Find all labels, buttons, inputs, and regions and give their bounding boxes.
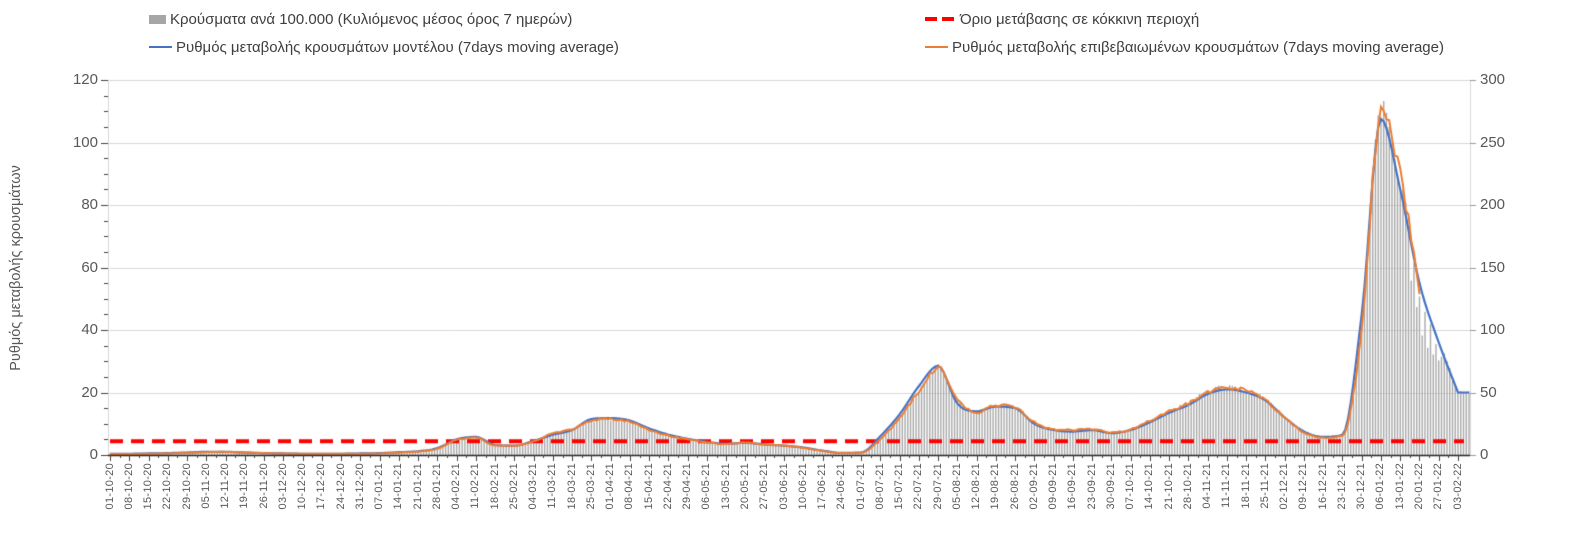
x-axis-tick-label: 06-01-22 [1374,463,1387,510]
right-axis-tick-label: 50 [1480,383,1497,401]
left-axis-tick-label: 0 [89,446,98,464]
x-axis-tick-label: 28-10-21 [1181,463,1194,510]
left-axis-tick-label: 20 [81,383,98,401]
x-axis-tick-label: 29-07-21 [931,463,944,510]
x-axis-tick-label: 03-02-22 [1451,463,1464,510]
left-axis-tick-label: 120 [72,71,98,89]
x-axis-tick-label: 18-03-21 [565,463,578,510]
x-axis-tick-label: 01-10-20 [103,463,116,510]
x-axis-tick-label: 25-02-21 [507,463,520,510]
x-axis-tick-label: 12-11-20 [219,463,232,509]
x-axis-tick-label: 14-10-21 [1143,463,1156,510]
x-axis-tick-label: 15-10-20 [142,463,154,510]
x-axis-tick-label: 09-09-21 [1047,463,1060,510]
x-axis-tick-label: 15-07-21 [893,463,906,510]
left-axis-tick-label: 80 [81,196,98,214]
x-axis-tick-label: 11-11-21 [1220,463,1233,508]
x-axis-tick-label: 18-02-21 [488,463,501,510]
x-axis-tick-label: 23-09-21 [1085,463,1098,510]
x-axis-tick-label: 31-12-20 [353,463,366,510]
x-axis-tick-label: 12-08-21 [970,463,983,510]
x-axis-tick-label: 11-03-21 [546,463,559,509]
left-axis-tick-label: 100 [72,133,98,151]
x-axis-tick-label: 16-12-21 [1316,463,1329,510]
x-axis-tick-label: 13-05-21 [719,463,732,510]
x-axis-tick-label: 25-03-21 [584,463,597,510]
x-axis-tick-label: 19-08-21 [989,463,1002,510]
x-axis-tick-label: 20-01-22 [1412,463,1425,510]
x-axis-tick-label: 09-12-21 [1297,463,1310,510]
x-axis-tick-label: 01-04-21 [604,463,617,510]
x-axis-tick-label: 04-02-21 [450,463,463,510]
x-axis-tick-label: 05-08-21 [950,463,963,510]
x-axis-tick-label: 10-06-21 [796,463,809,510]
x-axis-tick-label: 14-01-21 [392,463,405,510]
x-axis-tick-label: 06-05-21 [700,463,713,510]
x-axis-tick-label: 16-09-21 [1066,463,1079,510]
x-axis-tick-label: 24-12-20 [334,463,347,510]
x-axis-tick-label: 08-10-20 [122,463,135,510]
right-axis-tick-label: 100 [1480,321,1506,339]
x-axis-tick-label: 04-03-21 [527,463,540,510]
x-axis-tick-label: 22-10-20 [161,463,174,510]
x-axis-tick-label: 24-06-21 [835,463,848,510]
x-axis-tick-label: 07-01-21 [373,463,386,510]
x-axis-tick-label: 03-12-20 [276,463,289,510]
x-axis-tick-label: 26-08-21 [1008,463,1021,510]
x-axis-tick-label: 21-10-21 [1162,463,1175,510]
x-axis-tick-label: 08-04-21 [623,463,636,510]
x-axis-tick-label: 08-07-21 [873,463,886,510]
right-axis-tick-label: 250 [1480,133,1506,151]
x-axis-tick-label: 19-11-20 [238,463,251,509]
x-axis-tick-label: 03-06-21 [777,463,790,510]
x-axis-tick-label: 18-11-21 [1239,463,1252,509]
x-axis-tick-label: 04-11-21 [1201,463,1214,509]
x-axis-tick-label: 22-07-21 [912,463,925,510]
x-axis-tick-label: 01-07-21 [854,463,867,510]
right-axis-tick-label: 150 [1480,258,1506,276]
x-axis-tick-label: 30-09-21 [1104,463,1117,510]
x-axis-tick-label: 05-11-20 [199,463,212,509]
x-axis-tick-label: 02-12-21 [1278,463,1291,510]
x-axis-tick-label: 29-10-20 [180,463,193,510]
x-axis-tick-label: 26-11-20 [257,463,270,509]
x-axis-tick-label: 22-04-21 [661,463,674,510]
right-axis-tick-label: 300 [1480,71,1506,89]
left-axis-tick-label: 40 [81,321,98,339]
x-axis-tick-label: 10-12-20 [296,463,309,510]
x-axis-tick-label: 11-02-21 [469,463,482,509]
x-axis-tick-label: 25-11-21 [1258,463,1271,509]
left-axis-tick-label: 60 [81,258,98,276]
x-axis-tick-label: 28-01-21 [430,463,443,510]
x-axis-tick-label: 29-04-21 [681,463,694,510]
x-axis-tick-label: 23-12-21 [1335,463,1348,510]
right-axis-tick-label: 200 [1480,196,1506,214]
x-axis-tick-label: 17-12-20 [315,463,328,510]
right-axis-tick-label: 0 [1480,446,1489,464]
x-axis-tick-label: 13-01-22 [1393,463,1406,510]
x-axis-tick-label: 17-06-21 [816,463,828,510]
x-axis-tick-label: 07-10-21 [1124,463,1137,510]
x-axis-tick-label: 27-01-22 [1432,463,1445,510]
x-axis-tick-label: 20-05-21 [738,463,751,510]
x-axis-tick-label: 21-01-21 [411,463,424,510]
x-axis-tick-label: 02-09-21 [1027,463,1040,510]
x-axis-tick-label: 15-04-21 [642,463,655,510]
x-axis-tick-label: 27-05-21 [758,463,771,510]
x-axis-tick-label: 30-12-21 [1355,463,1368,510]
